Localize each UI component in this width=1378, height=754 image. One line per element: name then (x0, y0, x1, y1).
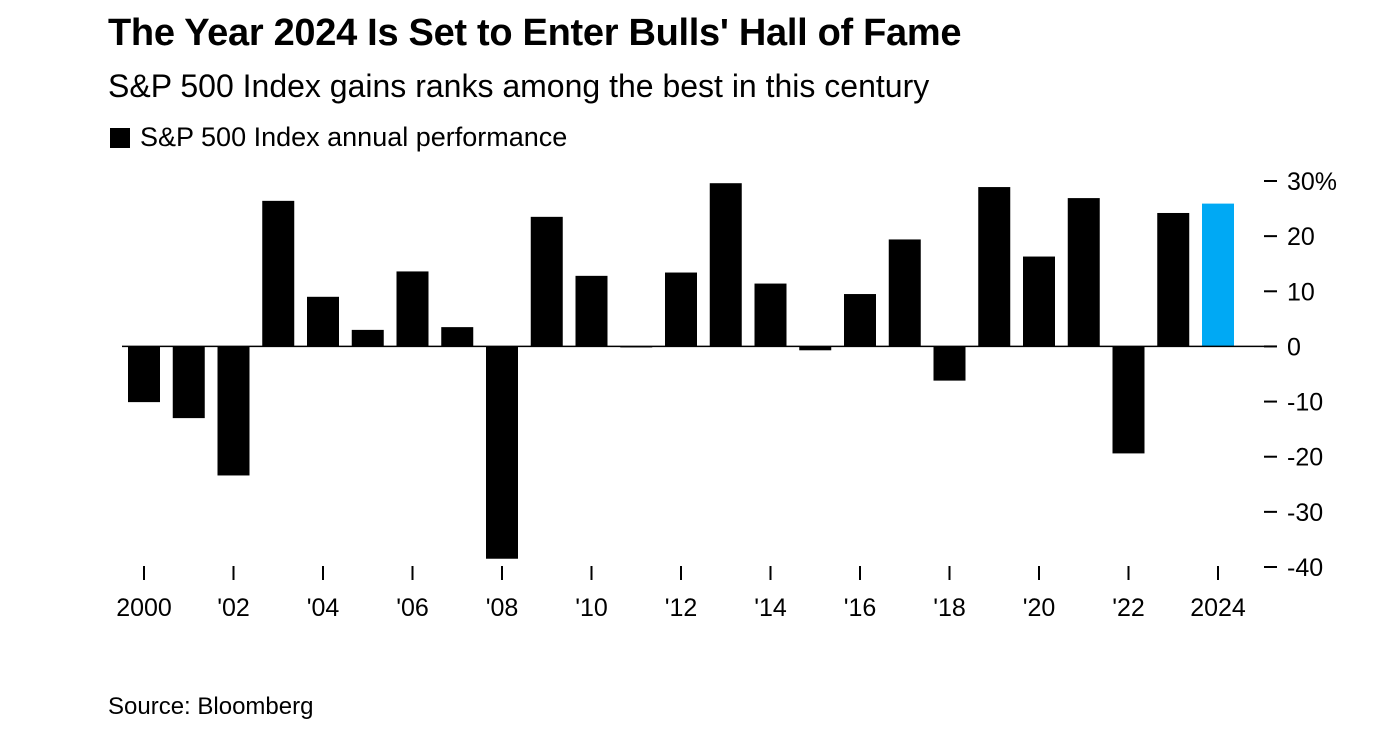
y-tick-label: 30% (1287, 168, 1337, 196)
bar-2021 (1067, 198, 1100, 347)
bar-2007 (441, 327, 474, 347)
y-tick-label: 20 (1287, 223, 1315, 251)
source-note: Source: Bloomberg (108, 693, 314, 720)
x-tick-label: '20 (1023, 594, 1056, 622)
bar-2001 (172, 346, 205, 419)
bar-2014 (754, 283, 787, 347)
x-tick-label: '10 (575, 594, 608, 622)
bar-2016 (844, 294, 876, 347)
bar-2017 (888, 239, 921, 347)
x-tick-label: '04 (307, 594, 340, 622)
y-tick-label: -20 (1287, 444, 1323, 472)
legend: S&P 500 Index annual performance (110, 122, 567, 153)
bar-2009 (530, 216, 563, 347)
y-tick-label: -40 (1287, 554, 1323, 582)
chart-title: The Year 2024 Is Set to Enter Bulls' Hal… (108, 12, 962, 54)
x-tick-label: '16 (844, 594, 877, 622)
bar-2005 (351, 329, 384, 347)
y-tick-label: 10 (1287, 278, 1315, 306)
bar-2019 (978, 187, 1011, 347)
bar-2004 (307, 296, 339, 347)
x-tick-label: '08 (486, 594, 519, 622)
bar-2006 (396, 271, 429, 347)
x-tick-label: 2000 (116, 594, 172, 622)
chart-subtitle: S&P 500 Index gains ranks among the best… (108, 68, 930, 104)
y-tick-label: -10 (1287, 389, 1323, 417)
bar-2024 (1202, 203, 1234, 347)
bar-2013 (709, 183, 742, 347)
bar-2010 (575, 275, 608, 347)
x-tick-label: '22 (1112, 594, 1145, 622)
x-tick-label: '02 (217, 594, 250, 622)
bar-2003 (262, 200, 295, 347)
y-tick-label: 0 (1287, 333, 1301, 361)
bar-2020 (1023, 256, 1055, 347)
bar-2000 (128, 346, 160, 403)
x-tick-label: 2024 (1190, 594, 1246, 622)
bar-2022 (1112, 346, 1145, 454)
bar-2015 (799, 346, 832, 351)
x-tick-label: '14 (754, 594, 787, 622)
legend-label: S&P 500 Index annual performance (140, 122, 568, 152)
bar-2023 (1157, 212, 1190, 347)
legend-swatch (110, 127, 130, 148)
x-tick-label: '06 (396, 594, 429, 622)
x-tick-label: '12 (665, 594, 698, 622)
bar-2018 (933, 346, 966, 381)
bar-2012 (665, 272, 697, 347)
y-tick-label: -30 (1287, 499, 1323, 527)
bar-2002 (217, 346, 250, 476)
x-tick-label: '18 (933, 594, 966, 622)
bar-2008 (486, 346, 518, 559)
